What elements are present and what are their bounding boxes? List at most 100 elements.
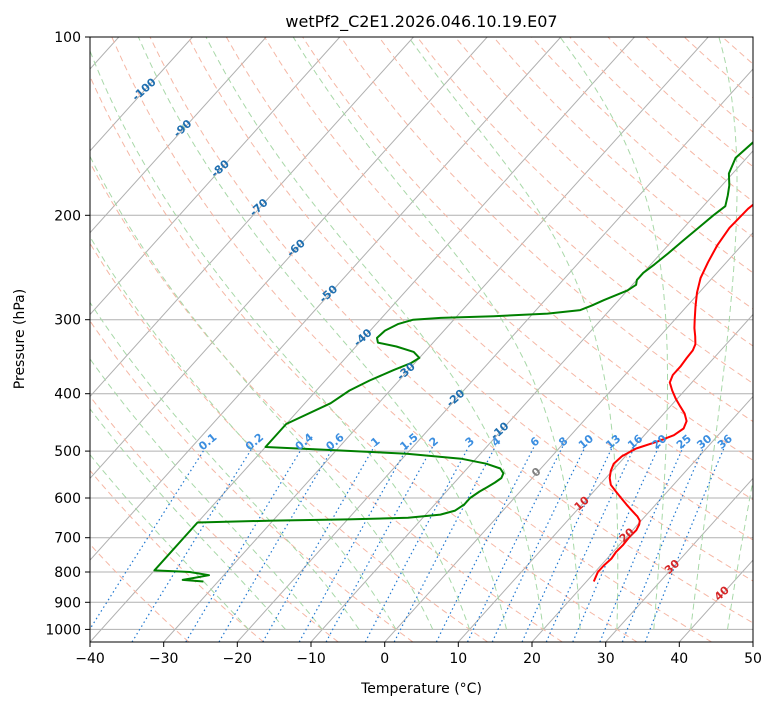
moist-adiabat--20 — [90, 453, 249, 630]
moist-adiabat-45 — [727, 477, 753, 630]
dry-adiabat-120 — [416, 37, 753, 347]
x-tick-label: −30 — [149, 651, 179, 667]
mixing-ratio-line-9 — [435, 445, 536, 642]
dry-adiabat-50 — [149, 37, 753, 624]
dry-adiabat-80 — [264, 37, 753, 501]
isotherm--100 — [90, 37, 193, 152]
mixing-ratio-label: 25 — [674, 432, 694, 452]
isotherm-grid — [90, 37, 753, 642]
moist-adiabat--15 — [90, 408, 286, 630]
plot-frame — [89, 36, 754, 643]
mixing-ratio-line-3 — [218, 445, 335, 642]
y-tick-label: 900 — [54, 595, 81, 611]
temperature-profile-line — [592, 203, 753, 582]
dry-adiabat-0 — [90, 320, 414, 642]
mixing-ratio-line-16 — [621, 445, 705, 642]
moist-adiabat-5 — [90, 155, 434, 630]
isotherm-10 — [457, 313, 753, 642]
moist-adiabat-20 — [205, 37, 544, 630]
mixing-ratio-line-17 — [644, 445, 726, 642]
x-tick-label: −10 — [296, 651, 326, 667]
moist-adiabats — [90, 37, 753, 630]
dry-adiabat-150 — [531, 37, 753, 238]
dry-adiabat--30 — [90, 543, 190, 642]
mixing-ratio-label: 8 — [556, 434, 570, 449]
mixing-ratio-line-2 — [185, 445, 304, 642]
y-tick-label: 600 — [54, 491, 81, 507]
moist-adiabat-35 — [559, 37, 668, 630]
isotherm--20 — [236, 68, 753, 642]
dry-adiabat-10 — [90, 242, 488, 642]
mixing-ratio-line-15 — [599, 445, 685, 642]
mixing-ratio-label: 0.1 — [196, 431, 219, 453]
mixing-ratio-label: 1 — [368, 434, 382, 449]
y-tick-label: 500 — [54, 444, 81, 460]
isotherm-30 — [605, 477, 753, 642]
moist-adiabat--10 — [90, 358, 323, 630]
mixing-ratio-line-0 — [90, 445, 208, 631]
mixing-ratio-line-11 — [491, 445, 587, 642]
x-tick-label: 0 — [380, 651, 389, 667]
isotherm--30 — [163, 37, 709, 642]
moist-adiabat-15 — [137, 37, 507, 630]
moist-adiabat--5 — [90, 301, 360, 630]
moist-adiabat-10 — [90, 49, 471, 630]
x-axis-ticks: −40 −30 −20 −10 0 10 20 30 40 50 — [75, 642, 762, 667]
moist-adiabat-25 — [292, 37, 581, 630]
isotherm--80 — [90, 37, 341, 316]
x-tick-label: 10 — [449, 651, 467, 667]
isotherm--60 — [90, 37, 488, 480]
moist-adiabat-40 — [690, 37, 738, 630]
dewpoint-profile-line — [153, 141, 753, 583]
y-tick-label: 1000 — [45, 622, 81, 638]
dry-adiabat-170 — [607, 37, 753, 168]
dry-adiabat-110 — [378, 37, 753, 385]
chart-title: wetPf2_C2E1.2026.046.10.19.E07 — [285, 12, 557, 32]
mixing-ratio-label: 30 — [694, 432, 714, 452]
mixing-ratio-label: 16 — [625, 432, 645, 452]
moist-adiabat-0 — [90, 235, 397, 630]
dry-adiabat--20 — [90, 469, 264, 642]
mixing-ratio-label: 6 — [528, 434, 542, 449]
moist-adiabat-30 — [408, 37, 619, 630]
dry-adiabat-140 — [493, 37, 753, 274]
y-axis-ticks: 100 200 300 400 500 600 700 800 900 1000 — [45, 30, 90, 638]
sounding-series — [153, 141, 753, 583]
mixing-ratio-line-4 — [262, 445, 376, 642]
mixing-ratio-label: 10 — [576, 432, 596, 452]
mixing-ratio-label: 13 — [603, 432, 623, 452]
dry-adiabat-70 — [225, 37, 753, 541]
x-tick-label: −40 — [75, 651, 105, 667]
x-tick-label: 50 — [744, 651, 762, 667]
dry-adiabat-130 — [454, 37, 753, 310]
isotherm-50 — [752, 641, 753, 642]
x-tick-label: 40 — [670, 651, 688, 667]
isotherm--90 — [90, 37, 267, 234]
dry-adiabat-20 — [90, 161, 563, 642]
mixing-ratio-line-5 — [298, 445, 409, 642]
mixing-ratio-line-10 — [466, 445, 564, 642]
x-tick-label: −20 — [223, 651, 253, 667]
y-axis-label: Pressure (hPa) — [12, 289, 28, 389]
dry-adiabat--10 — [90, 395, 339, 642]
y-tick-label: 100 — [54, 30, 81, 46]
mixing-ratio-label: 3 — [463, 434, 477, 449]
x-tick-label: 20 — [523, 651, 541, 667]
chart-annotations: 0.1 0.2 0.4 0.6 1 1.5 2 3 4 6 8 10 13 16 20 25 30 36-100-… — [130, 75, 736, 603]
y-tick-label: 800 — [54, 565, 81, 581]
x-axis-label: Temperature (°C) — [360, 681, 482, 697]
dry-adiabat-180 — [645, 37, 753, 133]
isotherm-20 — [531, 395, 753, 642]
isotherm--50 — [90, 37, 562, 561]
dry-adiabat-40 — [111, 37, 712, 642]
y-tick-label: 300 — [54, 313, 81, 329]
mixing-ratio-label: 2 — [427, 434, 441, 449]
mixing-ratio-line-6 — [325, 445, 434, 642]
dry-adiabat-190 — [683, 37, 753, 99]
mixing-ratio-line-1 — [131, 445, 255, 642]
dry-adiabats — [90, 37, 753, 642]
y-tick-label: 200 — [54, 208, 81, 224]
plot-area — [90, 37, 753, 642]
y-tick-label: 700 — [54, 531, 81, 547]
